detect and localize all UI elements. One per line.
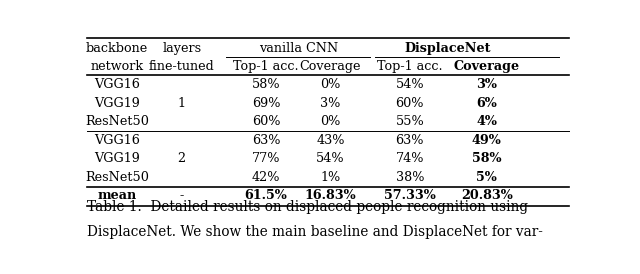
Text: VGG19: VGG19 [94,97,140,110]
Text: -: - [180,189,184,202]
Text: network: network [91,59,144,73]
Text: fine-tuned: fine-tuned [149,59,214,73]
Text: Coverage: Coverage [454,59,520,73]
Text: 0%: 0% [320,78,340,91]
Text: VGG19: VGG19 [94,152,140,165]
Text: mean: mean [97,189,137,202]
Text: 58%: 58% [252,78,280,91]
Text: layers: layers [162,42,201,55]
Text: Top-1 acc.: Top-1 acc. [233,59,299,73]
Text: 1%: 1% [321,171,340,184]
Text: 38%: 38% [396,171,424,184]
Text: 0%: 0% [320,115,340,128]
Text: 60%: 60% [396,97,424,110]
Text: 54%: 54% [316,152,345,165]
Text: 42%: 42% [252,171,280,184]
Text: 63%: 63% [252,134,280,147]
Text: 57.33%: 57.33% [384,189,436,202]
Text: 69%: 69% [252,97,280,110]
Text: 49%: 49% [472,134,502,147]
Text: 77%: 77% [252,152,280,165]
Text: 63%: 63% [396,134,424,147]
Text: 61.5%: 61.5% [244,189,287,202]
Text: ResNet50: ResNet50 [85,171,149,184]
Text: Coverage: Coverage [300,59,361,73]
Text: backbone: backbone [86,42,148,55]
Text: 16.83%: 16.83% [305,189,356,202]
Text: 1: 1 [178,97,186,110]
Text: 6%: 6% [476,97,497,110]
Text: 3%: 3% [320,97,340,110]
Text: 54%: 54% [396,78,424,91]
Text: 43%: 43% [316,134,345,147]
Text: 60%: 60% [252,115,280,128]
Text: 58%: 58% [472,152,502,165]
Text: VGG16: VGG16 [94,78,140,91]
Text: 4%: 4% [476,115,497,128]
Text: DisplaceNet: DisplaceNet [404,42,492,55]
Text: Table 1.  Detailed results on displaced people recognition using: Table 1. Detailed results on displaced p… [88,200,529,214]
Text: DisplaceNet. We show the main baseline and DisplaceNet for var-: DisplaceNet. We show the main baseline a… [88,225,543,239]
Text: Top-1 acc.: Top-1 acc. [377,59,443,73]
Text: vanilla CNN: vanilla CNN [259,42,338,55]
Text: ResNet50: ResNet50 [85,115,149,128]
Text: 20.83%: 20.83% [461,189,513,202]
Text: 74%: 74% [396,152,424,165]
Text: 5%: 5% [476,171,497,184]
Text: VGG16: VGG16 [94,134,140,147]
Text: 3%: 3% [476,78,497,91]
Text: 2: 2 [178,152,186,165]
Text: 55%: 55% [396,115,424,128]
